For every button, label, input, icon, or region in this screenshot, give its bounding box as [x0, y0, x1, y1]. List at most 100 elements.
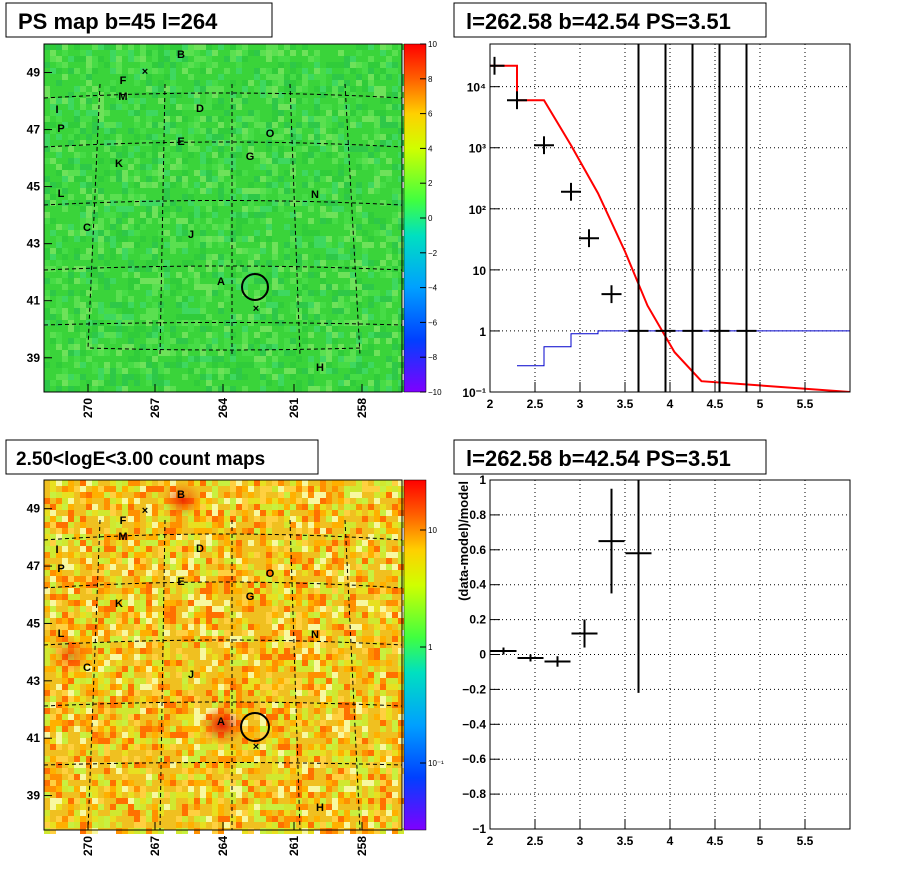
- heatmap-cell: [362, 762, 368, 768]
- heatmap-cell: [152, 134, 158, 140]
- heatmap-cell: [80, 218, 86, 224]
- heatmap-cell: [248, 498, 254, 504]
- heatmap-cell: [80, 236, 86, 242]
- heatmap-cell: [356, 344, 362, 350]
- heatmap-cell: [284, 170, 290, 176]
- heatmap-cell: [92, 272, 98, 278]
- heatmap-cell: [380, 780, 386, 786]
- heatmap-cell: [284, 188, 290, 194]
- heatmap-cell: [50, 480, 56, 486]
- heatmap-cell: [170, 546, 176, 552]
- heatmap-cell: [320, 278, 326, 284]
- heatmap-cell: [68, 798, 74, 804]
- heatmap-cell: [308, 272, 314, 278]
- heatmap-cell: [356, 612, 362, 618]
- colorbar-tick-label: 10: [428, 526, 437, 535]
- heatmap-cell: [200, 564, 206, 570]
- heatmap-cell: [98, 588, 104, 594]
- heatmap-cell: [272, 690, 278, 696]
- heatmap-cell: [254, 176, 260, 182]
- heatmap-cell: [350, 786, 356, 792]
- heatmap-cell: [86, 230, 92, 236]
- heatmap-cell: [386, 528, 392, 534]
- heatmap-cell: [44, 380, 50, 386]
- heatmap-cell: [68, 600, 74, 606]
- heatmap-cell: [50, 200, 56, 206]
- heatmap-cell: [158, 720, 164, 726]
- heatmap-cell: [122, 744, 128, 750]
- heatmap-cell: [164, 804, 170, 810]
- heatmap-cell: [152, 540, 158, 546]
- heatmap-cell: [398, 618, 404, 624]
- ps-map-x-ticks: 270 267 264 261 258: [81, 384, 369, 418]
- heatmap-cell: [320, 146, 326, 152]
- heatmap-cell: [242, 756, 248, 762]
- heatmap-cell: [104, 134, 110, 140]
- heatmap-cell: [92, 152, 98, 158]
- heatmap-cell: [260, 308, 266, 314]
- heatmap-cell: [230, 570, 236, 576]
- source-label: E: [177, 136, 184, 148]
- heatmap-cell: [320, 594, 326, 600]
- heatmap-cell: [326, 242, 332, 248]
- heatmap-cell: [272, 516, 278, 522]
- heatmap-cell: [80, 128, 86, 134]
- heatmap-cell: [86, 546, 92, 552]
- heatmap-cell: [320, 86, 326, 92]
- heatmap-cell: [92, 780, 98, 786]
- y-tick-label: −0.2: [462, 682, 486, 696]
- heatmap-cell: [254, 290, 260, 296]
- heatmap-cell: [362, 624, 368, 630]
- heatmap-cell: [368, 522, 374, 528]
- heatmap-cell: [260, 498, 266, 504]
- heatmap-cell: [116, 546, 122, 552]
- heatmap-cell: [302, 768, 308, 774]
- x-tick-label: 3: [577, 397, 584, 411]
- heatmap-cell: [98, 738, 104, 744]
- heatmap-cell: [290, 750, 296, 756]
- heatmap-cell: [98, 248, 104, 254]
- heatmap-cell: [128, 570, 134, 576]
- heatmap-cell: [92, 92, 98, 98]
- heatmap-cell: [326, 672, 332, 678]
- heatmap-cell: [152, 534, 158, 540]
- heatmap-cell: [224, 56, 230, 62]
- heatmap-cell: [314, 510, 320, 516]
- heatmap-cell: [194, 218, 200, 224]
- heatmap-cell: [62, 272, 68, 278]
- heatmap-cell: [350, 810, 356, 816]
- heatmap-cell: [104, 558, 110, 564]
- heatmap-cell: [98, 798, 104, 804]
- heatmap-cell: [176, 206, 182, 212]
- heatmap-cell: [170, 212, 176, 218]
- heatmap-cell: [278, 792, 284, 798]
- heatmap-cell: [350, 720, 356, 726]
- heatmap-cell: [368, 242, 374, 248]
- heatmap-cell: [374, 804, 380, 810]
- heatmap-cell: [182, 50, 188, 56]
- heatmap-cell: [110, 684, 116, 690]
- heatmap-cell: [56, 786, 62, 792]
- heatmap-cell: [152, 248, 158, 254]
- heatmap-cell: [308, 380, 314, 386]
- heatmap-cell: [308, 642, 314, 648]
- heatmap-cell: [134, 822, 140, 828]
- heatmap-cell: [146, 116, 152, 122]
- heatmap-cell: [74, 702, 80, 708]
- heatmap-cell: [140, 576, 146, 582]
- heatmap-cell: [128, 510, 134, 516]
- heatmap-cell: [290, 570, 296, 576]
- heatmap-cell: [116, 140, 122, 146]
- heatmap-cell: [116, 582, 122, 588]
- heatmap-cell: [212, 558, 218, 564]
- heatmap-cell: [302, 158, 308, 164]
- heatmap-cell: [182, 816, 188, 822]
- heatmap-cell: [272, 564, 278, 570]
- heatmap-cell: [206, 128, 212, 134]
- heatmap-cell: [266, 326, 272, 332]
- heatmap-cell: [278, 314, 284, 320]
- heatmap-cell: [320, 702, 326, 708]
